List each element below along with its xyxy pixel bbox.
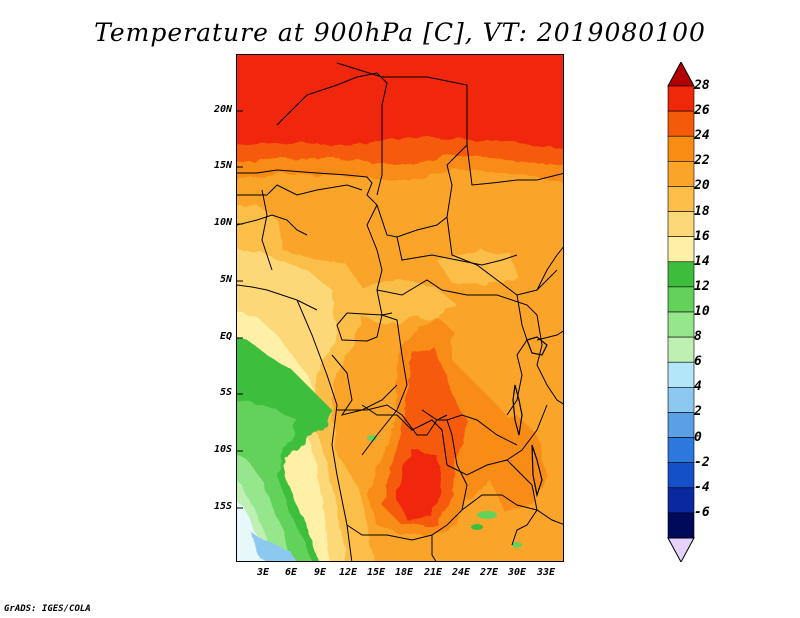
colorbar-segment [667, 236, 695, 263]
lat-label-15s: 15S [213, 501, 232, 512]
lake-outlines [512, 336, 548, 498]
lat-label-eq: EQ [219, 331, 232, 342]
colorbar-top-arrow [667, 62, 695, 87]
footer-credit: GrADS: IGES/COLA [4, 604, 91, 614]
colorbar-label: 4 [694, 379, 702, 395]
colorbar-segment [667, 110, 695, 137]
lon-label-12e: 12E [338, 567, 358, 578]
band-28-interior [397, 450, 442, 520]
colorbar-label: 6 [694, 354, 702, 370]
lon-label-33e: 33E [536, 567, 556, 578]
colorbar-segment [667, 361, 695, 388]
colorbar-label: 0 [694, 429, 702, 445]
colorbar-label: 8 [694, 329, 702, 345]
colorbar-label: 28 [694, 78, 710, 93]
lon-label-3e: 3E [256, 567, 270, 578]
colorbar [667, 62, 695, 562]
colorbar-segment [667, 85, 695, 112]
lat-label-10s: 10S [213, 444, 232, 455]
colorbar-segment [667, 487, 695, 514]
colorbar-segment [667, 387, 695, 413]
lat-label-5n: 5N [219, 274, 232, 285]
colorbar-segment [667, 286, 695, 313]
colorbar-label: 14 [694, 253, 710, 269]
lon-label-6e: 6E [284, 567, 298, 578]
colorbar-segment [667, 512, 695, 539]
colorbar-label: 20 [694, 178, 710, 194]
colorbar-segment [667, 261, 695, 288]
colorbar-label: 26 [694, 103, 710, 119]
lat-label-10n: 10N [213, 217, 232, 228]
lon-label-27e: 27E [479, 567, 499, 578]
band-20-northeast [437, 250, 517, 285]
chart-title: Temperature at 900hPa [C], VT: 201908010… [94, 18, 706, 47]
colorbar-label: -6 [694, 504, 710, 520]
lon-label-15e: 15E [366, 567, 386, 578]
colorbar-segment [667, 135, 695, 162]
lon-label-18e: 18E [394, 567, 414, 578]
colorbar-segment [667, 412, 695, 438]
colorbar-label: 18 [694, 203, 710, 219]
lon-label-21e: 21E [423, 567, 443, 578]
colorbar-bottom-arrow [667, 537, 695, 562]
temperature-field [237, 55, 563, 561]
band-4-patch [252, 533, 296, 561]
colorbar-segment [667, 161, 695, 187]
colorbar-label: 24 [694, 128, 710, 144]
colorbar-label: 16 [694, 228, 710, 244]
colorbar-segment [667, 186, 695, 212]
lat-label-20n: 20N [213, 104, 232, 115]
colorbar-segment [667, 462, 695, 489]
lon-label-24e: 24E [451, 567, 471, 578]
lon-label-9e: 9E [313, 567, 327, 578]
colorbar-segment [667, 211, 695, 237]
band-24-east [487, 415, 547, 515]
lon-label-30e: 30E [507, 567, 527, 578]
colorbar-segment [667, 336, 695, 363]
lat-label-15n: 15N [213, 160, 232, 171]
colorbar-segment [667, 437, 695, 463]
colorbar-label: 10 [694, 304, 710, 319]
colorbar-label: 2 [694, 404, 702, 420]
colorbar-label: -2 [694, 454, 710, 470]
colorbar-label: 12 [694, 278, 710, 294]
axis-ticks [237, 110, 243, 509]
colorbar-label: 22 [694, 153, 710, 169]
band-28-north [237, 55, 563, 149]
temperature-map [236, 54, 564, 562]
small-patches [367, 435, 522, 548]
colorbar-label: -4 [694, 479, 710, 495]
country-boundaries [237, 62, 563, 561]
lat-label-5s: 5S [219, 387, 232, 398]
colorbar-segment [667, 311, 695, 338]
